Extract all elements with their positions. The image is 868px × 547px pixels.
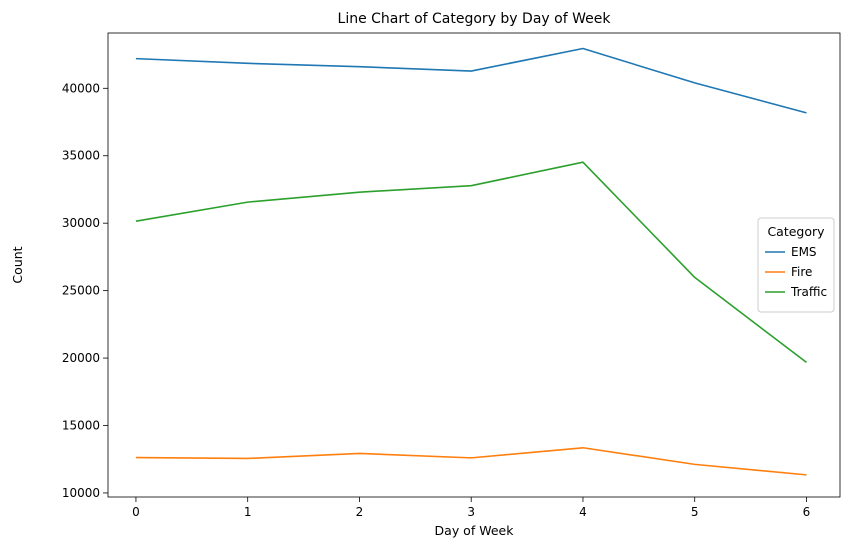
y-axis-label: Count bbox=[10, 246, 25, 283]
x-tick-label: 0 bbox=[132, 505, 140, 519]
x-tick-label: 1 bbox=[244, 505, 252, 519]
legend-label-ems: EMS bbox=[791, 245, 817, 259]
x-tick-label: 2 bbox=[356, 505, 364, 519]
legend-box bbox=[757, 217, 835, 313]
legend-label-traffic: Traffic bbox=[790, 285, 827, 299]
legend-title: Category bbox=[767, 224, 825, 239]
y-tick-label: 10000 bbox=[62, 486, 100, 500]
x-axis-label: Day of Week bbox=[435, 523, 515, 538]
x-tick-label: 4 bbox=[579, 505, 587, 519]
y-tick-label: 30000 bbox=[62, 216, 100, 230]
chart-title: Line Chart of Category by Day of Week bbox=[338, 11, 612, 27]
series-line-traffic bbox=[135, 161, 807, 364]
legend: Category EMS Fire Traffic bbox=[757, 217, 835, 313]
plot-frame bbox=[107, 32, 841, 498]
y-tick-label: 40000 bbox=[62, 81, 100, 95]
series-line-fire bbox=[135, 446, 807, 476]
y-tick-label: 20000 bbox=[62, 351, 100, 365]
y-tick-label: 35000 bbox=[62, 149, 100, 163]
y-tick-label: 25000 bbox=[62, 284, 100, 298]
plot-area: 0 1 2 3 4 5 6 10000 15000 20000 25000 30000 35000 400… bbox=[62, 32, 841, 519]
y-tick-label: 15000 bbox=[62, 419, 100, 433]
x-tick-label: 5 bbox=[691, 505, 699, 519]
x-tick-label: 6 bbox=[803, 505, 811, 519]
series-line-ems bbox=[135, 47, 807, 114]
legend-label-fire: Fire bbox=[791, 265, 812, 279]
x-tick-label: 3 bbox=[467, 505, 475, 519]
